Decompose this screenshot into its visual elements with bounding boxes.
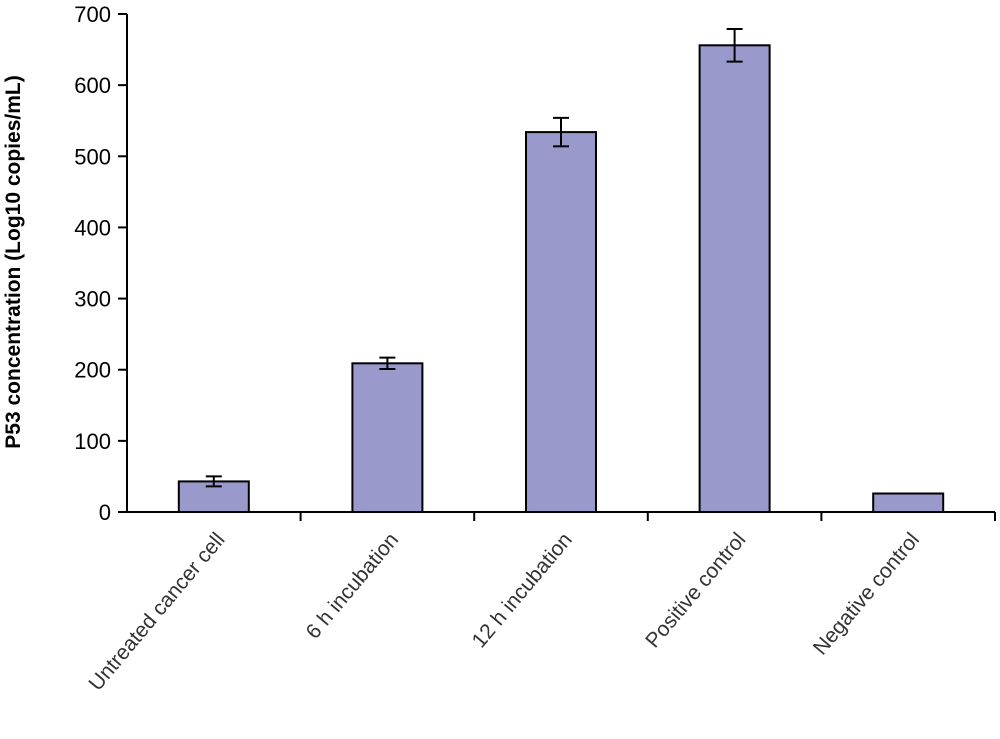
y-tick-label: 300 bbox=[74, 287, 111, 312]
y-tick-label: 600 bbox=[74, 73, 111, 98]
error-bar bbox=[379, 356, 396, 371]
error-bar bbox=[205, 475, 222, 488]
x-tick-label: Negative control bbox=[809, 528, 924, 659]
x-tick-labels-layer: Untreated cancer cell 6 h incubation 12 h … bbox=[84, 528, 924, 695]
y-tick-label: 700 bbox=[74, 2, 111, 27]
x-tick-label: Untreated cancer cell bbox=[84, 528, 229, 695]
y-tick-label: 500 bbox=[74, 144, 111, 169]
y-tick-label: 0 bbox=[99, 500, 111, 525]
y-tick-label: 400 bbox=[74, 215, 111, 240]
x-tick-label: Positive control bbox=[641, 528, 750, 652]
axes-layer bbox=[126, 14, 995, 513]
y-tick-label: 100 bbox=[74, 429, 111, 454]
y-ticks-layer: 0 100 200 300 400 500 600 700 bbox=[74, 2, 127, 525]
error-bars-layer bbox=[205, 27, 743, 488]
x-ticks-layer bbox=[299, 512, 996, 521]
bar bbox=[525, 131, 597, 513]
y-tick-label: 200 bbox=[74, 358, 111, 383]
error-bar bbox=[553, 116, 569, 148]
error-bar bbox=[726, 27, 743, 63]
bar bbox=[698, 44, 771, 513]
x-tick-label: 12 h incubation bbox=[468, 528, 577, 652]
bars-layer bbox=[177, 44, 945, 514]
x-tick-label: 6 h incubation bbox=[302, 528, 404, 643]
y-axis-title: P53 concentration (Log10 copies/mL) bbox=[2, 75, 25, 448]
bar bbox=[872, 492, 945, 514]
bar bbox=[351, 362, 424, 513]
